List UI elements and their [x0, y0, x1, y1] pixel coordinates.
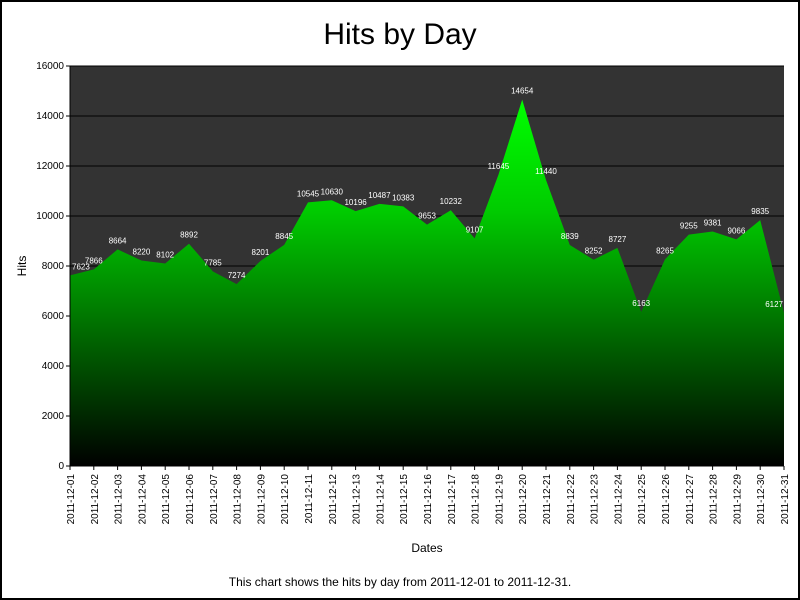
x-tick-label: 2011-12-11 [304, 474, 315, 524]
y-tick-label: 8000 [42, 261, 65, 272]
y-tick-label: 16000 [36, 61, 64, 72]
x-tick-label: 2011-12-25 [637, 474, 648, 525]
y-tick-label: 0 [58, 461, 64, 472]
data-label: 9107 [466, 225, 484, 234]
data-label: 8102 [156, 250, 174, 259]
x-tick-label: 2011-12-23 [590, 474, 601, 525]
x-tick-label: 2011-12-02 [90, 474, 101, 525]
y-tick-label: 14000 [36, 111, 64, 122]
y-tick-label: 10000 [36, 211, 64, 222]
data-label: 11440 [535, 167, 557, 176]
x-tick-label: 2011-12-13 [352, 474, 363, 525]
x-tick-label: 2011-12-14 [375, 474, 386, 525]
data-label: 8845 [275, 232, 293, 241]
data-label: 8727 [609, 235, 627, 244]
x-tick-label: 2011-12-04 [137, 474, 148, 525]
x-tick-label: 2011-12-29 [732, 474, 743, 525]
x-tick-label: 2011-12-30 [756, 474, 767, 525]
data-label: 10487 [368, 191, 391, 200]
data-label: 6163 [632, 299, 650, 308]
x-axis-ticks: 2011-12-01 2011-12-02 2011-12-03 2011-12-04… [66, 466, 791, 524]
hits-area [70, 99, 784, 467]
data-label: 10545 [297, 189, 320, 198]
data-label: 8220 [133, 248, 151, 257]
data-label: 14654 [511, 87, 534, 96]
x-tick-label: 2011-12-10 [280, 474, 291, 525]
x-tick-label: 2011-12-15 [399, 474, 410, 525]
x-tick-label: 2011-12-16 [423, 474, 434, 525]
x-tick-label: 2011-12-20 [518, 474, 529, 525]
data-label: 9835 [751, 207, 769, 216]
y-tick-label: 2000 [42, 411, 65, 422]
x-tick-label: 2011-12-26 [661, 474, 672, 525]
x-tick-label: 2011-12-01 [66, 474, 77, 525]
data-label: 9653 [418, 212, 436, 221]
data-label: 10196 [344, 198, 367, 207]
x-tick-label: 2011-12-31 [780, 474, 791, 525]
data-label: 7785 [204, 258, 222, 267]
x-tick-label: 2011-12-12 [328, 474, 339, 525]
y-tick-label: 4000 [42, 361, 65, 372]
data-label: 8892 [180, 231, 198, 240]
x-tick-label: 2011-12-21 [542, 474, 553, 525]
y-axis-ticks: 0 2000 4000 6000 8000 10000 12000 14000 16000 [36, 61, 70, 472]
data-label: 7623 [72, 262, 90, 271]
data-label: 7274 [228, 271, 246, 280]
x-tick-label: 2011-12-17 [447, 474, 458, 525]
data-label: 11645 [488, 162, 510, 171]
data-label: 9066 [728, 226, 746, 235]
data-label: 8252 [585, 247, 603, 256]
y-axis-label: Hits [15, 256, 29, 277]
chart-title: Hits by Day [323, 18, 476, 51]
x-tick-label: 2011-12-03 [114, 474, 125, 525]
chart-caption: This chart shows the hits by day from 20… [229, 575, 571, 589]
x-tick-label: 2011-12-22 [566, 474, 577, 525]
y-tick-label: 6000 [42, 311, 65, 322]
data-label: 8664 [109, 236, 127, 245]
y-tick-label: 12000 [36, 161, 64, 172]
x-tick-label: 2011-12-27 [685, 474, 696, 525]
x-tick-label: 2011-12-28 [709, 474, 720, 525]
x-tick-label: 2011-12-08 [233, 474, 244, 525]
data-label: 8201 [252, 248, 270, 257]
data-label: 9381 [704, 218, 722, 227]
x-tick-label: 2011-12-07 [209, 474, 220, 525]
x-tick-label: 2011-12-09 [256, 474, 267, 525]
data-label: 10232 [440, 197, 463, 206]
data-label: 6127 [765, 300, 783, 309]
data-label: 10630 [321, 187, 344, 196]
data-label: 10383 [392, 193, 415, 202]
data-label: 8265 [656, 246, 674, 255]
x-tick-label: 2011-12-24 [613, 474, 624, 525]
x-tick-label: 2011-12-18 [471, 474, 482, 525]
x-tick-label: 2011-12-06 [185, 474, 196, 525]
data-label: 8839 [561, 232, 579, 241]
data-label: 7866 [85, 256, 103, 265]
x-axis-label: Dates [411, 541, 442, 555]
data-label: 9255 [680, 222, 698, 231]
x-tick-label: 2011-12-05 [161, 474, 172, 525]
x-tick-label: 2011-12-19 [494, 474, 505, 525]
